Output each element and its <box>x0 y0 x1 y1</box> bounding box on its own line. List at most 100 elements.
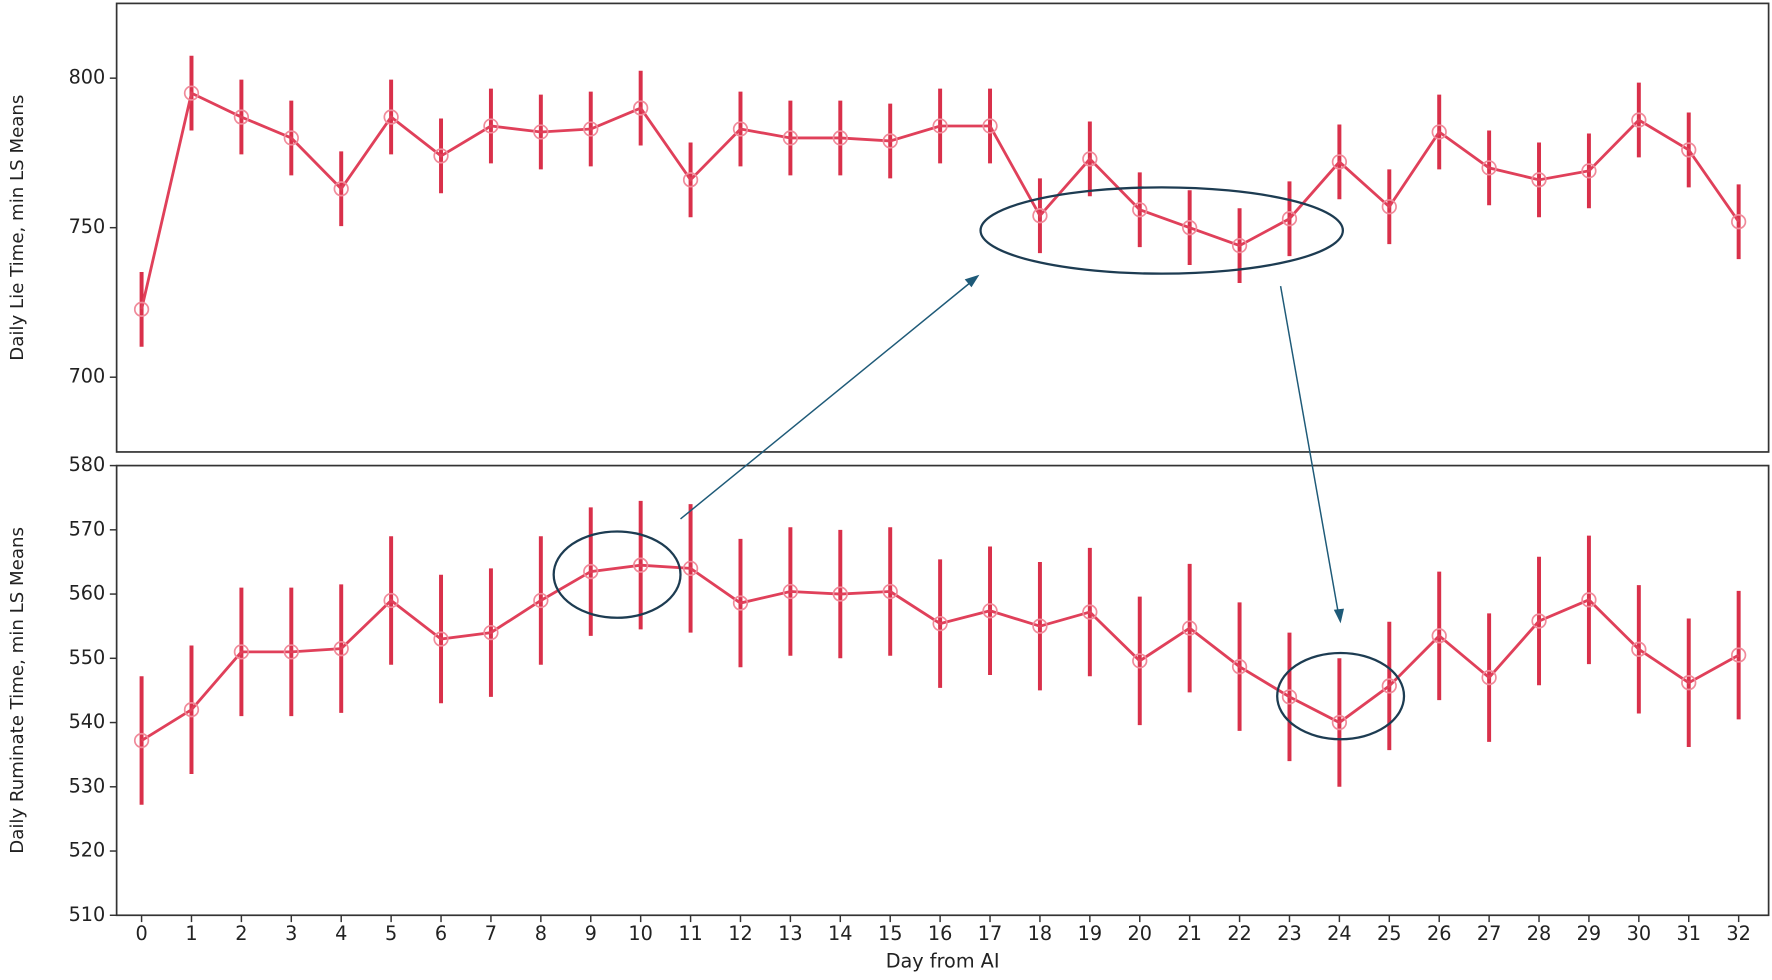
x-tick-label: 28 <box>1527 922 1551 945</box>
point-marker <box>1381 678 1397 694</box>
point-marker <box>233 644 250 660</box>
x-axis-label: Day from AI <box>886 949 1000 972</box>
y-tick-label: 520 <box>69 839 106 862</box>
x-tick-label: 23 <box>1277 922 1301 945</box>
arrow <box>680 281 972 520</box>
x-tick-label: 0 <box>135 922 147 945</box>
point-marker <box>1631 641 1647 657</box>
x-tick-label: 5 <box>385 922 397 945</box>
point-marker <box>1581 592 1597 608</box>
x-tick-label: 6 <box>435 922 447 945</box>
x-tick-label: 11 <box>678 922 702 945</box>
x-tick-label: 8 <box>535 922 547 945</box>
x-tick-label: 19 <box>1078 922 1102 945</box>
point-marker <box>1381 199 1397 215</box>
y-tick-label: 580 <box>69 453 106 476</box>
x-tick-label: 31 <box>1677 922 1701 945</box>
y-tick-label: 540 <box>69 710 106 733</box>
point-marker <box>732 121 749 137</box>
point-marker <box>1132 202 1148 218</box>
highlight-ellipse <box>1276 651 1406 741</box>
arrow-head <box>1333 608 1345 624</box>
annotations <box>552 186 1406 741</box>
point-marker <box>533 592 549 609</box>
point-marker <box>1132 653 1148 669</box>
y-tick-label: 800 <box>69 66 106 89</box>
point-marker <box>1431 124 1447 140</box>
y-tick-label: 530 <box>69 774 106 797</box>
x-tick-label: 9 <box>585 922 597 945</box>
point-marker <box>1032 208 1048 224</box>
point-marker <box>932 615 948 632</box>
point-marker <box>183 702 200 718</box>
x-tick-label: 3 <box>285 922 297 945</box>
panel-frame <box>115 464 1770 917</box>
point-marker <box>682 172 699 188</box>
x-tick-label: 29 <box>1577 922 1601 945</box>
point-marker <box>383 592 399 609</box>
point-marker <box>333 181 349 197</box>
point-marker <box>1631 112 1647 128</box>
point-marker <box>183 85 200 101</box>
highlight-ellipse <box>979 186 1345 275</box>
point-marker <box>1281 689 1298 705</box>
x-tick-label: 26 <box>1427 922 1451 945</box>
point-marker <box>1231 237 1248 254</box>
y-tick-label: 570 <box>69 517 106 540</box>
highlight-ellipse <box>552 530 682 619</box>
point-marker <box>483 118 499 134</box>
x-tick-label: 4 <box>335 922 347 945</box>
point-marker <box>982 603 998 619</box>
point-marker <box>1082 151 1098 167</box>
x-tick-label: 30 <box>1627 922 1651 945</box>
x-tick-label: 2 <box>235 922 247 945</box>
point-marker <box>133 301 150 317</box>
point-marker <box>832 130 848 146</box>
point-marker <box>1731 647 1747 663</box>
point-marker <box>283 130 299 146</box>
point-marker <box>583 121 599 137</box>
y-axis-label: Daily Ruminate Time, min LS Means <box>7 527 28 854</box>
point-marker <box>333 641 349 657</box>
point-marker <box>133 732 150 749</box>
point-marker <box>1581 163 1597 179</box>
arrow <box>1279 286 1340 614</box>
point-marker <box>882 133 898 149</box>
y-tick-label: 700 <box>69 365 106 388</box>
point-marker <box>433 631 449 647</box>
y-tick-label: 510 <box>69 903 106 926</box>
y-tick-label: 550 <box>69 646 106 669</box>
x-tick-label: 21 <box>1177 922 1201 945</box>
point-marker <box>483 624 499 641</box>
point-marker <box>1331 714 1348 731</box>
point-marker <box>233 109 250 125</box>
x-tick-label: 12 <box>728 922 752 945</box>
point-marker <box>383 109 399 125</box>
point-marker <box>1681 142 1697 158</box>
point-marker <box>782 583 799 600</box>
x-tick-label: 18 <box>1028 922 1052 945</box>
point-marker <box>1481 669 1497 686</box>
series-line <box>140 563 1740 742</box>
y-tick-label: 560 <box>69 582 106 605</box>
point-marker <box>1182 220 1198 236</box>
point-marker <box>1281 211 1298 227</box>
series-line <box>140 91 1740 310</box>
x-tick-label: 14 <box>828 922 852 945</box>
point-marker <box>682 560 699 577</box>
x-tick-label: 13 <box>778 922 802 945</box>
point-marker <box>1182 620 1198 636</box>
x-tick-label: 20 <box>1128 922 1152 945</box>
y-tick-label: 750 <box>69 215 106 238</box>
point-marker <box>1681 675 1697 691</box>
x-tick-label: 15 <box>878 922 902 945</box>
point-marker <box>1531 172 1547 188</box>
point-marker <box>1082 604 1098 620</box>
point-marker <box>832 586 848 602</box>
point-marker <box>1032 618 1048 634</box>
point-marker <box>1531 613 1547 629</box>
point-marker <box>882 583 898 600</box>
point-marker <box>583 563 599 580</box>
x-tick-label: 25 <box>1377 922 1401 945</box>
x-tick-label: 22 <box>1227 922 1251 945</box>
